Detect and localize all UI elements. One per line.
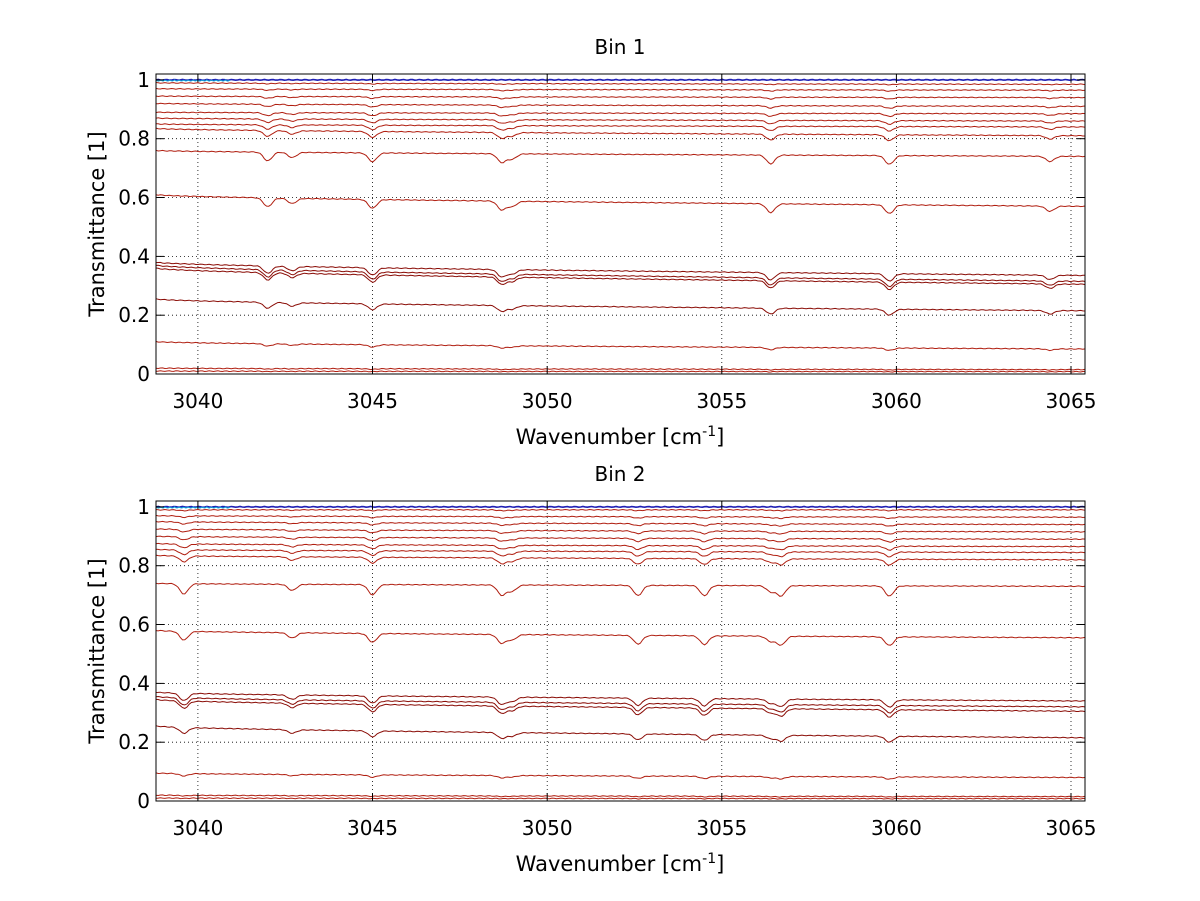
spectrum-line (155, 261, 1085, 282)
spectrum-line (155, 514, 1086, 520)
spectrum-line (155, 554, 1086, 566)
spectrum-line (155, 725, 1086, 743)
spectrum-line (155, 149, 1086, 165)
spectrum-line (155, 111, 1086, 118)
y-tick-label: 0 (137, 789, 150, 813)
y-tick-label: 0.6 (118, 186, 150, 210)
y-tick-labels: 0 0.2 0.4 0.6 0.8 1 (118, 495, 150, 813)
chart-title: Bin 2 (594, 462, 645, 486)
y-tick-label: 1 (137, 68, 150, 92)
y-axis-label: Transmittance [1] (85, 131, 109, 317)
spectrum-line (155, 582, 1086, 597)
spectrum-line (155, 117, 1086, 126)
spectrum-line (156, 528, 1086, 535)
chart-bin-2: Bin 2 3040 3045 3050 3055 3060 3065 0 0.2 0.4 0.… (85, 462, 1096, 876)
spectrum-line (155, 267, 1086, 291)
x-tick-label: 3045 (347, 389, 398, 413)
spectrum-line (155, 698, 1086, 718)
spectrum-line (156, 102, 1086, 109)
x-axis-label: Wavenumber [cm-1] (516, 851, 725, 876)
spectrum-line (155, 794, 1086, 798)
spectrum-line (155, 82, 1086, 86)
ticks (156, 501, 1085, 802)
axes-box (155, 73, 1086, 375)
y-tick-label: 1 (137, 495, 150, 519)
y-tick-label: 0.2 (118, 730, 150, 754)
spectrum-line (155, 548, 1086, 558)
spectrum-line (155, 264, 1086, 288)
x-tick-label: 3040 (172, 389, 223, 413)
spectrum-line (155, 508, 1086, 512)
spectrum-line (155, 629, 1086, 646)
spectrum-line (155, 695, 1086, 714)
spectrum-line (155, 772, 1086, 780)
x-tick-labels: 3040 3045 3050 3055 3060 3065 (172, 389, 1096, 413)
y-tick-label: 0.2 (118, 303, 150, 327)
spectrum-line (155, 78, 1086, 82)
spectrum-noise-line (155, 506, 231, 509)
x-tick-label: 3045 (347, 816, 398, 840)
axes-box (155, 500, 1086, 802)
spectrum-noise-line (155, 79, 231, 82)
spectrum-line (155, 194, 1086, 214)
spectrum-line (155, 127, 1085, 142)
x-axis-label: Wavenumber [cm-1] (516, 424, 725, 449)
spectrum-line (155, 370, 1086, 373)
chart-title: Bin 1 (594, 35, 645, 59)
spectrum-line (155, 95, 1086, 100)
x-tick-label: 3055 (696, 389, 747, 413)
x-tick-label: 3065 (1046, 816, 1097, 840)
x-tick-labels: 3040 3045 3050 3055 3060 3065 (172, 816, 1096, 840)
y-axis-label: Transmittance [1] (85, 558, 109, 744)
y-tick-label: 0.6 (118, 613, 150, 637)
spectrum-line (155, 535, 1086, 543)
spectrum-line (155, 505, 1086, 509)
y-tick-label: 0 (137, 362, 150, 386)
spectrum-line (155, 691, 1085, 708)
x-tick-label: 3055 (696, 816, 747, 840)
y-tick-label: 0.4 (118, 671, 150, 695)
spectrum-line (155, 87, 1086, 92)
y-tick-label: 0.8 (118, 127, 150, 151)
spectrum-line (155, 298, 1086, 316)
spectrum-line (155, 367, 1086, 371)
spectra-lines (155, 505, 1086, 800)
x-tick-label: 3050 (522, 389, 573, 413)
spectra-lines (155, 78, 1086, 373)
x-tick-label: 3065 (1046, 389, 1097, 413)
chart-bin-1: Bin 1 3040 3045 3050 3055 3060 3065 0 0.2 0.4 0.… (85, 35, 1096, 449)
spectrum-line (155, 340, 1086, 352)
x-tick-label: 3060 (871, 816, 922, 840)
y-tick-label: 0.4 (118, 244, 150, 268)
spectrum-line (155, 797, 1086, 800)
spectrum-line (155, 542, 1086, 551)
y-tick-label: 0.8 (118, 554, 150, 578)
y-tick-labels: 0 0.2 0.4 0.6 0.8 1 (118, 68, 150, 386)
x-tick-label: 3060 (871, 389, 922, 413)
ticks (156, 74, 1085, 375)
x-tick-label: 3050 (522, 816, 573, 840)
spectrum-line (155, 520, 1086, 527)
spectrum-line (156, 123, 1086, 132)
x-tick-label: 3040 (172, 816, 223, 840)
